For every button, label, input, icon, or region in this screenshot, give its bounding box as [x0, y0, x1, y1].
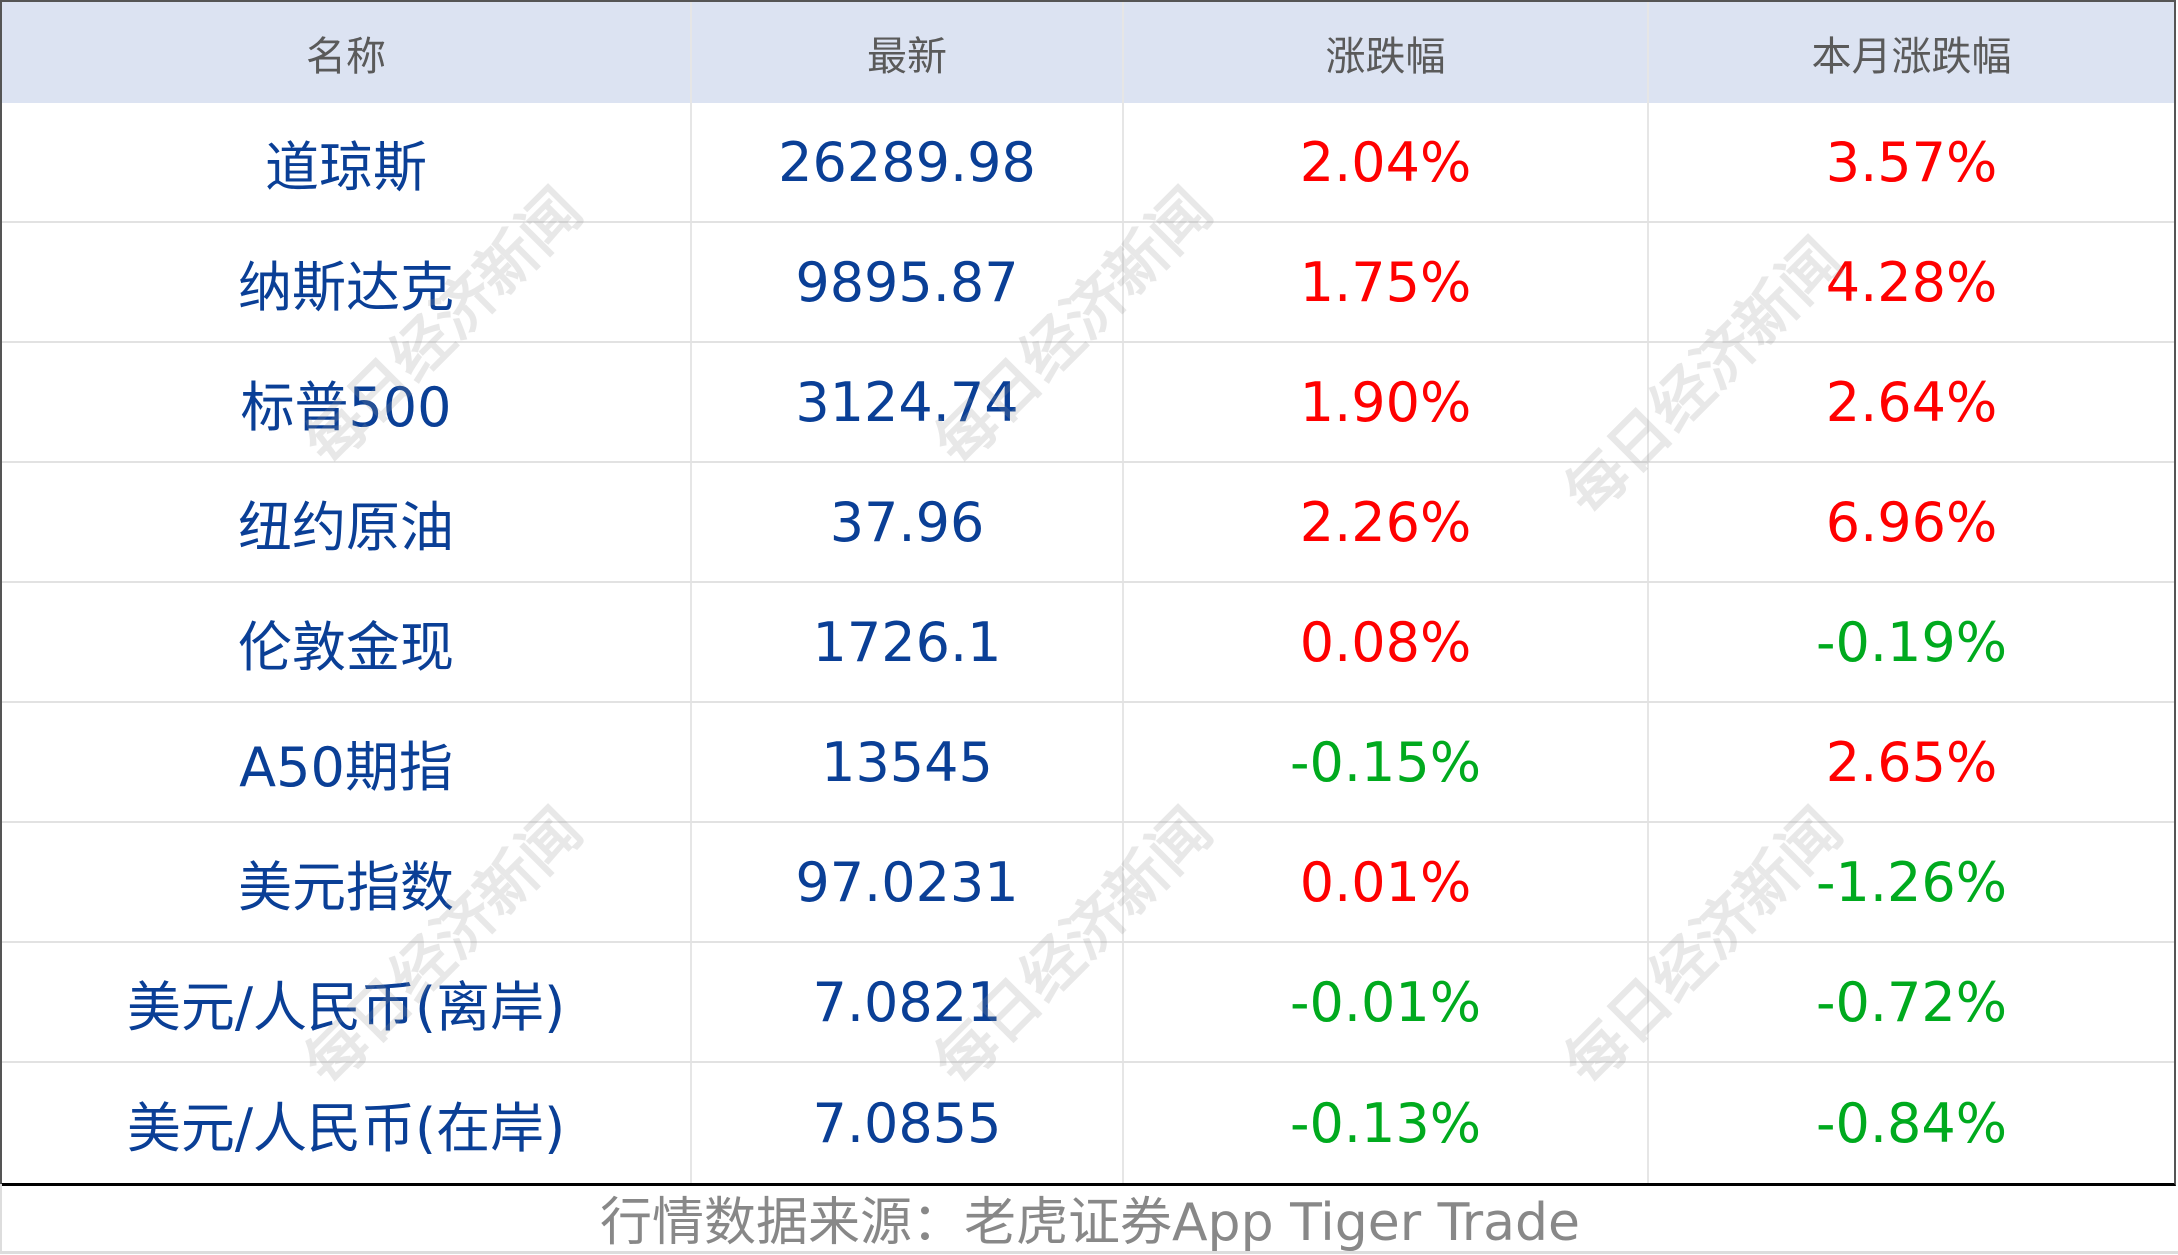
row-latest: 3124.74	[692, 343, 1124, 461]
row-name: 纳斯达克	[2, 223, 692, 341]
row-latest: 13545	[692, 703, 1124, 821]
row-month-change: 6.96%	[1825, 490, 1998, 554]
row-month-change: -0.72%	[1815, 970, 2008, 1034]
table-row: 伦敦金现 1726.1 0.08% -0.19%	[2, 583, 2174, 703]
row-month-change: -0.84%	[1815, 1091, 2008, 1155]
row-latest: 1726.1	[692, 583, 1124, 701]
market-table: 名称 最新 涨跌幅 本月涨跌幅 道琼斯 26289.98 2.04% 3.57% 纳斯达…	[0, 0, 2176, 1186]
row-latest: 97.0231	[692, 823, 1124, 941]
row-change: -0.13%	[1124, 1063, 1649, 1183]
row-name: 美元指数	[2, 823, 692, 941]
row-latest: 26289.98	[692, 103, 1124, 221]
table-row: 标普500 3124.74 1.90% 2.64%	[2, 343, 2174, 463]
row-month-change: 3.57%	[1825, 130, 1998, 194]
row-name: 道琼斯	[2, 103, 692, 221]
row-latest: 7.0855	[692, 1063, 1124, 1183]
row-latest: 7.0821	[692, 943, 1124, 1061]
table-row: 纽约原油 37.96 2.26% 6.96%	[2, 463, 2174, 583]
table-row: 美元/人民币(在岸) 7.0855 -0.13% -0.84%	[2, 1063, 2174, 1183]
header-month-change: 本月涨跌幅	[1811, 33, 2012, 80]
row-month-change: 4.28%	[1825, 250, 1998, 314]
row-month-change: -1.26%	[1815, 850, 2008, 914]
table-row: 道琼斯 26289.98 2.04% 3.57%	[2, 103, 2174, 223]
row-change: 0.08%	[1124, 583, 1649, 701]
table-row: 纳斯达克 9895.87 1.75% 4.28%	[2, 223, 2174, 343]
table-row: A50期指 13545 -0.15% 2.65%	[2, 703, 2174, 823]
row-change: 1.75%	[1124, 223, 1649, 341]
row-name: 美元/人民币(离岸)	[2, 943, 692, 1061]
row-name: A50期指	[2, 703, 692, 821]
row-change: 2.04%	[1124, 103, 1649, 221]
header-latest: 最新	[692, 2, 1124, 103]
header-change: 涨跌幅	[1124, 2, 1649, 103]
table-row: 美元/人民币(离岸) 7.0821 -0.01% -0.72%	[2, 943, 2174, 1063]
row-name: 伦敦金现	[2, 583, 692, 701]
row-change: 0.01%	[1124, 823, 1649, 941]
row-latest: 9895.87	[692, 223, 1124, 341]
row-month-change: 2.65%	[1825, 730, 1998, 794]
row-name: 美元/人民币(在岸)	[2, 1063, 692, 1183]
row-name: 标普500	[2, 343, 692, 461]
row-change: 1.90%	[1124, 343, 1649, 461]
table-header: 名称 最新 涨跌幅 本月涨跌幅	[2, 2, 2174, 103]
row-month-change: 2.64%	[1825, 370, 1998, 434]
header-name: 名称	[2, 2, 692, 103]
row-change: -0.01%	[1124, 943, 1649, 1061]
row-name: 纽约原油	[2, 463, 692, 581]
row-change: -0.15%	[1124, 703, 1649, 821]
table-row: 美元指数 97.0231 0.01% -1.26%	[2, 823, 2174, 943]
data-source-note: 行情数据来源：老虎证券App Tiger Trade	[0, 1184, 2178, 1254]
row-month-change: -0.19%	[1815, 610, 2008, 674]
row-latest: 37.96	[692, 463, 1124, 581]
row-change: 2.26%	[1124, 463, 1649, 581]
